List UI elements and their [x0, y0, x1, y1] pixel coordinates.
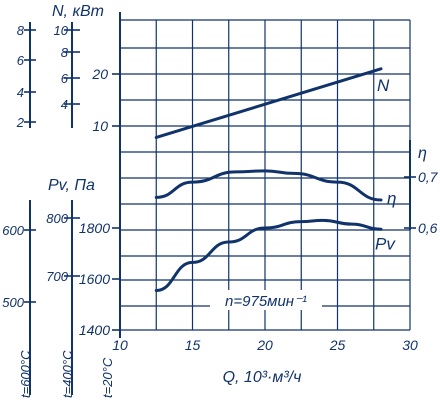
temperature-label: t=600°C	[18, 350, 33, 398]
n-tick-label: 10	[92, 118, 108, 134]
series-label-eta: η	[387, 189, 396, 208]
annotation-background	[210, 290, 322, 310]
temperature-label: t=20°C	[100, 357, 115, 398]
x-axis: 10 15 20 25 30	[112, 337, 418, 353]
pv-tick-label: 1400	[79, 322, 110, 338]
eta-tick-label: 0,6	[418, 220, 438, 236]
n-tick-label: 20	[91, 66, 108, 82]
speed-annotation: n=975мин⁻¹	[225, 293, 307, 310]
series-label-pv: Pv	[375, 234, 396, 253]
pv-scale-600-tick: 600	[2, 223, 24, 238]
n-scale-600-tick: 8	[17, 23, 25, 38]
curve-pv	[154, 218, 383, 292]
eta-axis-label: η	[418, 145, 427, 162]
pv-tick-label: 1800	[79, 220, 110, 236]
temperature-label: t=400°C	[60, 350, 75, 398]
eta-tick-label: 0,7	[418, 169, 439, 185]
pv-axis-scales: 1400 1600 1800 700 800 500 600	[2, 200, 120, 395]
pv-scale-400-tick: 800	[46, 211, 68, 226]
curve-eta	[154, 169, 383, 202]
x-tick-label: 25	[329, 337, 346, 353]
x-tick-label: 15	[185, 337, 201, 353]
n-axis-label: N, кВт	[52, 3, 104, 20]
x-tick-label: 30	[402, 337, 418, 353]
n-scale-600-tick: 2	[16, 115, 25, 130]
pv-tick-label: 1600	[79, 271, 110, 287]
pv-axis-label: Pv, Па	[48, 177, 95, 194]
x-tick-label: 20	[256, 337, 273, 353]
pv-scale-600-tick: 500	[2, 295, 24, 310]
x-axis-label: Q, 10³·м³/ч	[223, 369, 302, 386]
curve-n	[154, 67, 383, 139]
n-axis-scales: 1020468102468	[16, 22, 120, 134]
temperature-labels: t=20°C t=400°C t=600°C	[18, 350, 115, 398]
curves: Nη Pv	[154, 67, 396, 292]
n-scale-600-tick: 6	[17, 53, 25, 68]
n-scale-600-tick: 4	[17, 85, 24, 100]
x-tick-label: 10	[112, 337, 128, 353]
eta-axis-scale: 0,6 0,7	[404, 169, 439, 236]
series-label-n: N	[377, 76, 390, 95]
n-scale-400-tick: 10	[54, 23, 69, 38]
pv-scale-400-tick: 700	[46, 269, 68, 284]
